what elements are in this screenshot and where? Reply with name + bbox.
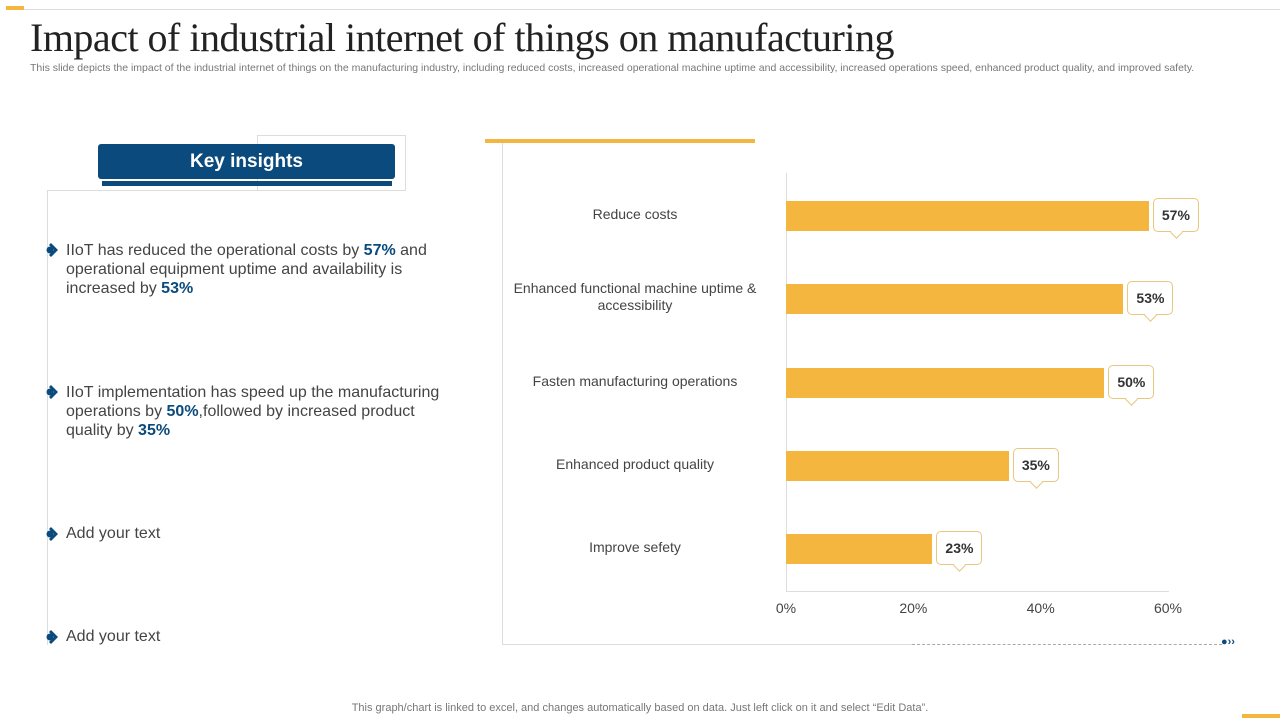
category-label: Enhanced functional machine uptime & acc… bbox=[513, 280, 757, 313]
key-insights-underline bbox=[102, 181, 392, 186]
category-label: Improve sefety bbox=[589, 538, 681, 555]
data-label: 23% bbox=[936, 531, 983, 565]
top-rule bbox=[24, 9, 1280, 10]
diamond-bullet-icon bbox=[46, 243, 58, 257]
bottom-accent bbox=[1242, 714, 1280, 718]
page-subtitle: This slide depicts the impact of the ind… bbox=[30, 62, 1195, 74]
data-label: 35% bbox=[1012, 448, 1059, 482]
page-title: Impact of industrial internet of things … bbox=[30, 15, 895, 60]
data-label: 53% bbox=[1127, 281, 1174, 315]
x-tick-label: 60% bbox=[1153, 600, 1183, 616]
top-accent bbox=[6, 6, 24, 10]
insight-item: IIoT implementation has speed up the man… bbox=[66, 384, 440, 439]
chart-frame-bottom bbox=[502, 644, 912, 645]
bar bbox=[786, 534, 933, 564]
insight-item: IIoT has reduced the operational costs b… bbox=[66, 242, 427, 297]
bar bbox=[786, 284, 1124, 314]
x-tick-label: 20% bbox=[899, 600, 928, 616]
bar bbox=[786, 368, 1105, 398]
chart-accent-bar bbox=[485, 139, 755, 143]
data-label: 57% bbox=[1152, 198, 1199, 232]
footer-note: This graph/chart is linked to excel, and… bbox=[351, 702, 929, 714]
chart-frame-left bbox=[502, 143, 503, 645]
panel-left-border bbox=[47, 190, 48, 645]
data-label: 50% bbox=[1108, 365, 1155, 399]
key-insights-header: Key insights bbox=[98, 144, 395, 179]
insight-item: Add your text bbox=[66, 628, 161, 645]
category-label: Enhanced product quality bbox=[556, 455, 714, 472]
diamond-bullet-icon bbox=[46, 630, 58, 644]
diamond-bullet-icon bbox=[46, 527, 58, 541]
x-tick-label: 0% bbox=[775, 600, 797, 616]
x-axis-line bbox=[786, 591, 1169, 592]
chevron-right-icon: ●›› bbox=[1221, 636, 1235, 648]
chart-frame-dashed bbox=[912, 644, 1222, 645]
bar bbox=[786, 201, 1149, 231]
category-label: Reduce costs bbox=[592, 205, 678, 222]
category-label: Fasten manufacturing operations bbox=[532, 372, 738, 389]
bar bbox=[786, 451, 1009, 481]
diamond-bullet-icon bbox=[46, 385, 58, 399]
x-tick-label: 40% bbox=[1026, 600, 1055, 616]
insight-item: Add your text bbox=[66, 525, 161, 542]
panel-top-border bbox=[47, 190, 406, 191]
